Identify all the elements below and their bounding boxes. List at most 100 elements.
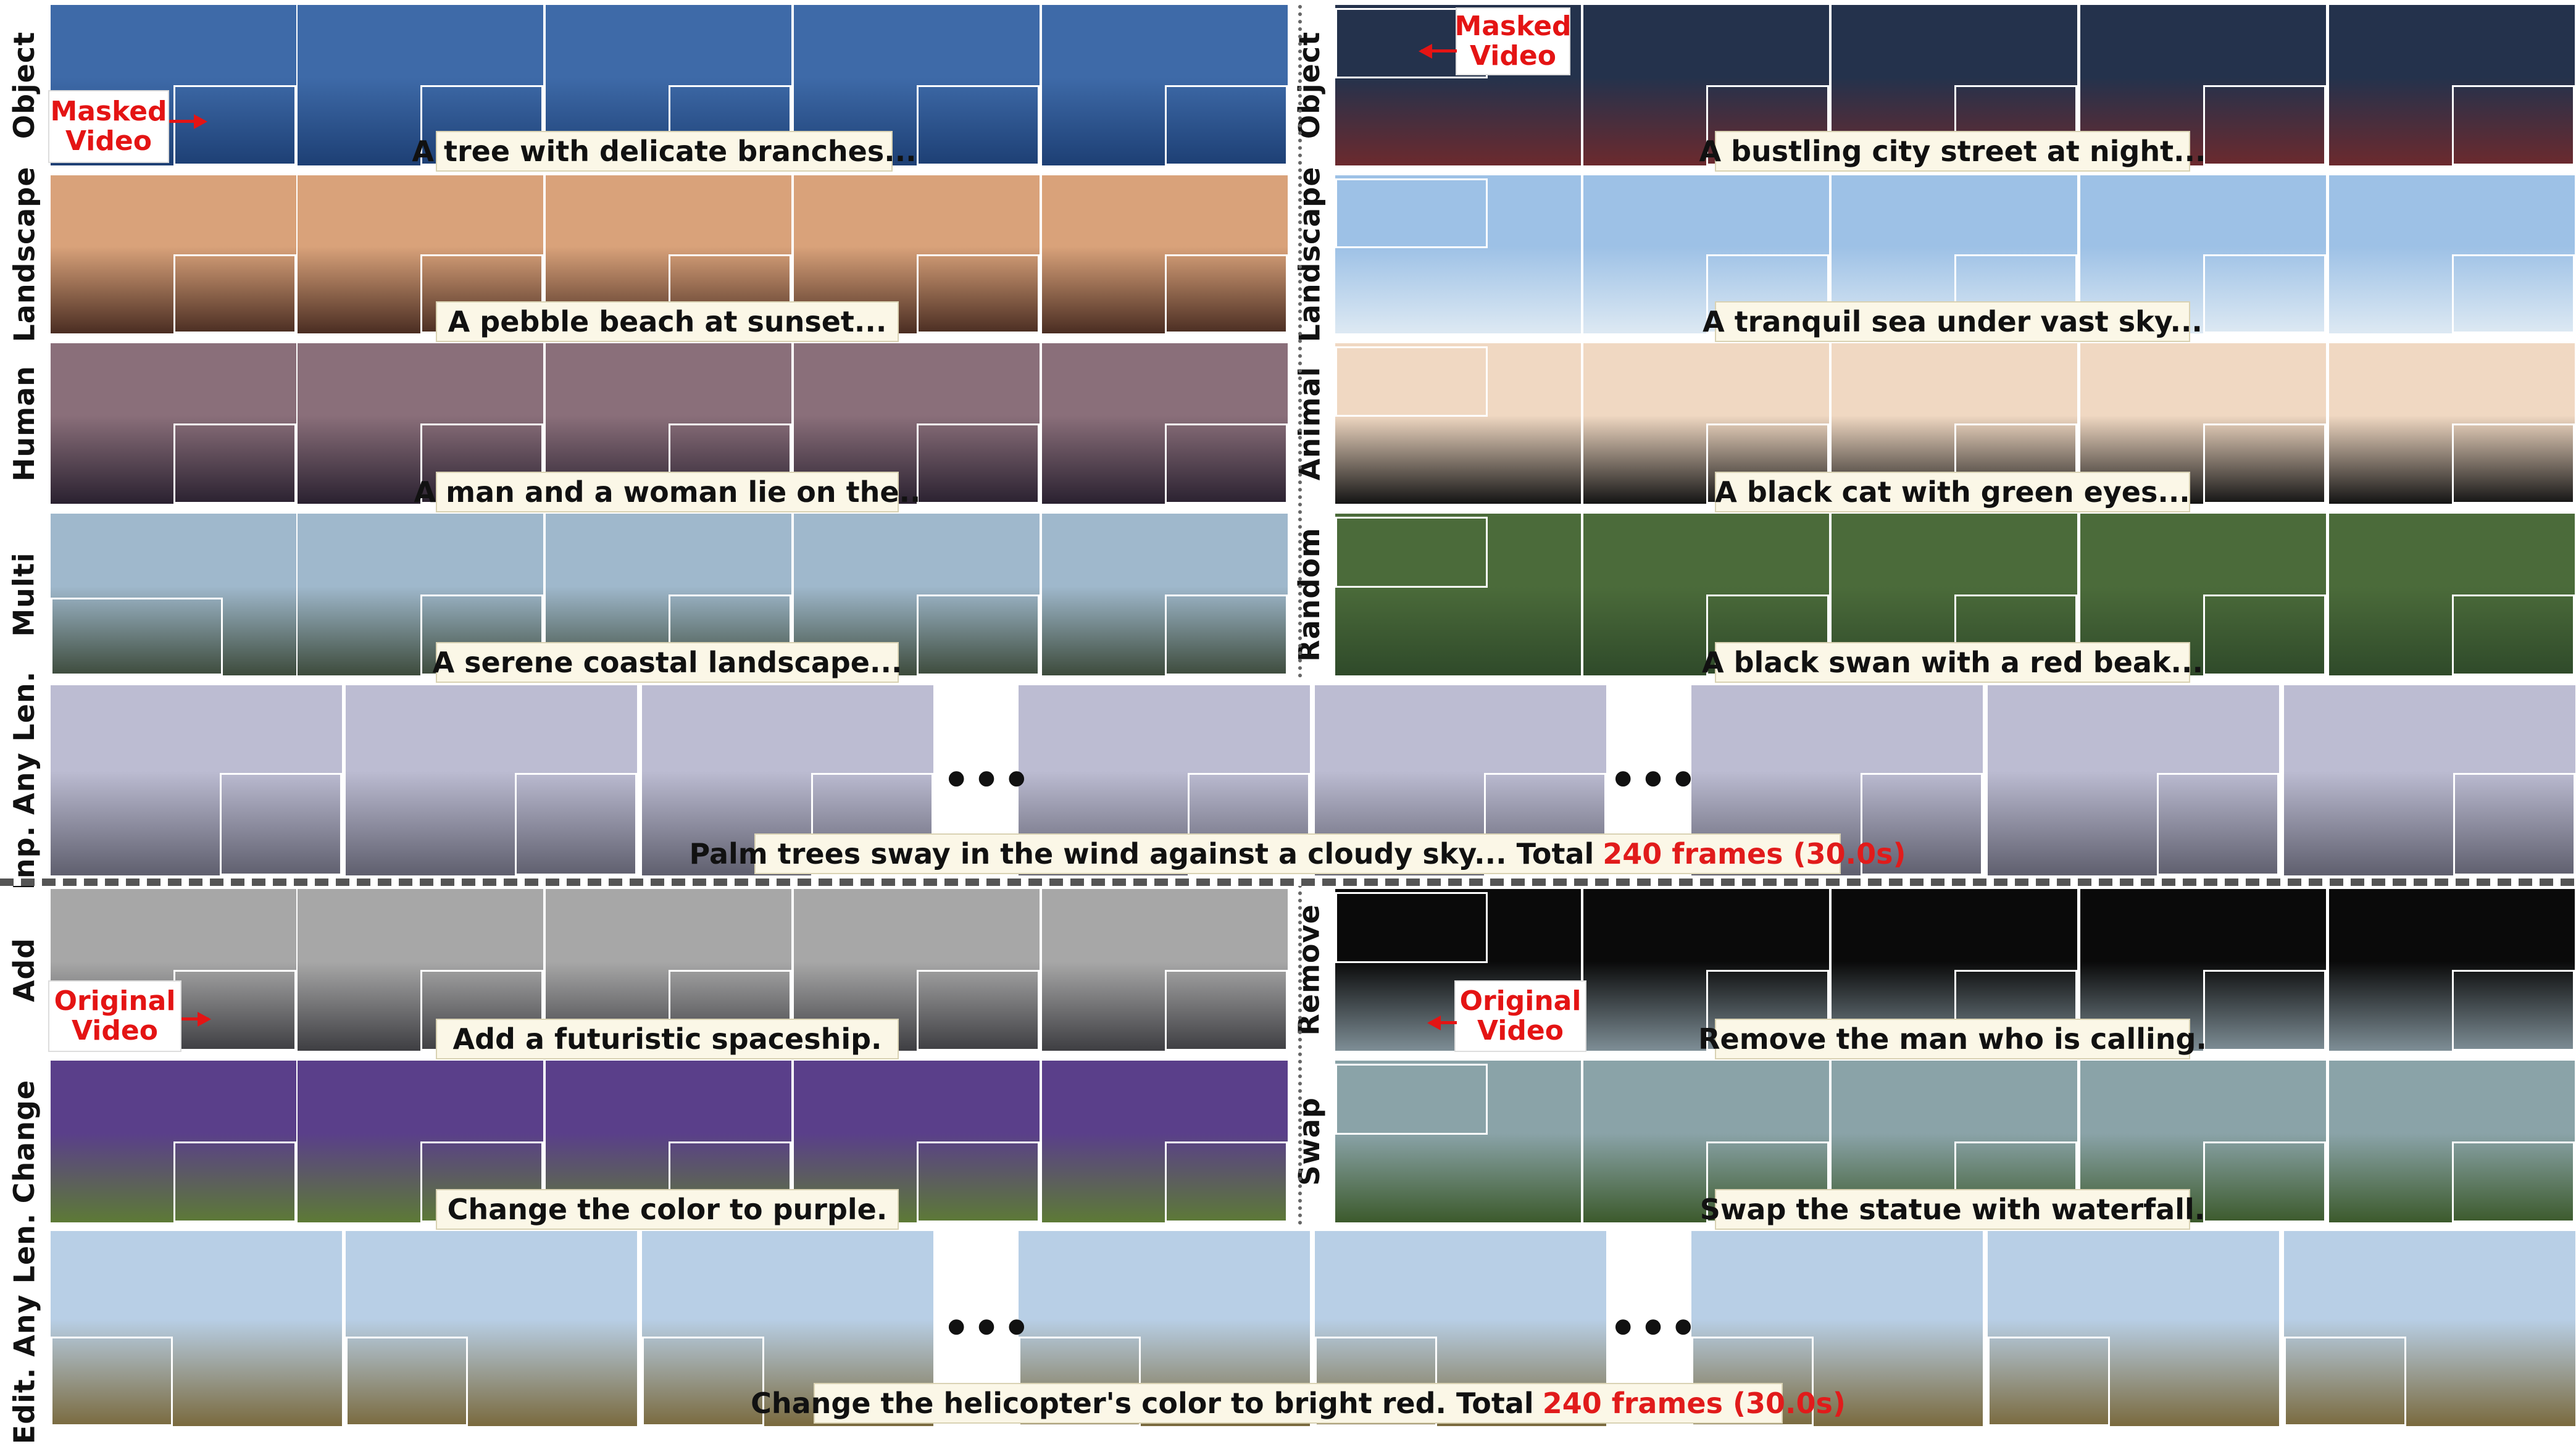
video-frame-object_r-5 xyxy=(2329,5,2575,165)
caption-inp_any: Palm trees sway in the wind against a cl… xyxy=(690,833,1906,874)
masked-inset-thumbnail xyxy=(51,1337,173,1426)
ellipsis-1-edit_any: ••• xyxy=(942,1303,1033,1354)
video-frame-animal_r-1 xyxy=(1335,343,1581,504)
masked-inset-thumbnail xyxy=(1335,1064,1488,1135)
video-frame-edit_any-2 xyxy=(346,1231,637,1426)
video-frame-random_r-1 xyxy=(1335,514,1581,675)
video-frame-swap_r-5 xyxy=(2329,1061,2575,1222)
row-label-inp_any: Inp. Any Len. xyxy=(7,670,41,890)
caption-frame-count: 240 frames (30.0s) xyxy=(1603,837,1906,870)
masked-inset-thumbnail xyxy=(917,595,1040,675)
video-frame-animal_r-5 xyxy=(2329,343,2575,504)
caption-text: Change the helicopter's color to bright … xyxy=(751,1387,1534,1420)
caption-edit_any: Change the helicopter's color to bright … xyxy=(751,1383,1846,1424)
masked-inset-thumbnail xyxy=(2452,1141,2575,1222)
video-frame-human_l-1 xyxy=(51,343,296,504)
row-label-human_l: Human xyxy=(7,365,41,482)
vertical-separator-top xyxy=(1298,5,1302,678)
caption-text: A serene coastal landscape... xyxy=(432,646,902,679)
masked-inset-thumbnail xyxy=(2157,773,2279,875)
masked-inset-thumbnail xyxy=(2452,85,2575,165)
caption-text: Change the color to purple. xyxy=(447,1193,888,1226)
original-arrow-right xyxy=(1427,1016,1457,1030)
caption-add_l: Add a futuristic spaceship. xyxy=(436,1019,899,1059)
caption-frame-count: 240 frames (30.0s) xyxy=(1542,1387,1846,1420)
masked-inset-thumbnail xyxy=(1165,1141,1288,1222)
caption-text: A tree with delicate branches... xyxy=(412,135,917,168)
vertical-separator-bottom xyxy=(1298,884,1302,1225)
ellipsis-1-inp_any: ••• xyxy=(942,755,1033,806)
video-frame-remove_r-5 xyxy=(2329,889,2575,1051)
masked-inset-thumbnail xyxy=(2203,85,2326,165)
caption-text: A black cat with green eyes... xyxy=(1715,475,2190,509)
masked-inset-thumbnail xyxy=(2203,424,2326,504)
masked-inset-thumbnail xyxy=(917,85,1040,165)
caption-text: Palm trees sway in the wind against a cl… xyxy=(689,837,1594,870)
masked-inset-thumbnail xyxy=(1335,892,1488,963)
caption-text: A man and a woman lie on the.. xyxy=(414,475,921,509)
video-frame-multi_l-5 xyxy=(1042,514,1288,675)
caption-object_l: A tree with delicate branches... xyxy=(412,131,917,172)
caption-animal_r: A black cat with green eyes... xyxy=(1715,472,2190,512)
masked-inset-thumbnail xyxy=(1691,1337,1814,1426)
ellipsis-2-inp_any: ••• xyxy=(1609,755,1700,806)
horizontal-separator xyxy=(0,879,2576,886)
masked-inset-thumbnail xyxy=(917,1141,1040,1222)
caption-remove_r: Remove the man who is calling. xyxy=(1698,1019,2207,1059)
masked-inset-thumbnail xyxy=(2203,1141,2326,1222)
masked-inset-thumbnail xyxy=(51,598,223,675)
video-frame-human_l-5 xyxy=(1042,343,1288,504)
masked-inset-thumbnail xyxy=(173,970,296,1051)
masked-arrow-right xyxy=(1419,44,1457,59)
video-frame-landscape_r-1 xyxy=(1335,175,1581,333)
caption-swap_r: Swap the statue with waterfall. xyxy=(1700,1189,2205,1230)
caption-random_r: A black swan with a red beak... xyxy=(1702,642,2203,683)
row-label-object_r: Object xyxy=(1293,31,1327,140)
masked-inset-thumbnail xyxy=(642,1337,764,1426)
video-frame-change_l-1 xyxy=(51,1061,296,1222)
video-frame-landscape_r-5 xyxy=(2329,175,2575,333)
masked-inset-thumbnail xyxy=(1165,85,1288,165)
row-label-add_l: Add xyxy=(7,937,41,1003)
caption-text: A bustling city street at night... xyxy=(1699,135,2206,168)
caption-text: Remove the man who is calling. xyxy=(1698,1022,2207,1056)
masked-inset-thumbnail xyxy=(1484,773,1606,875)
masked-inset-thumbnail xyxy=(2452,595,2575,675)
masked-inset-thumbnail xyxy=(1988,1337,2110,1426)
masked-inset-thumbnail xyxy=(917,424,1040,504)
video-frame-random_r-5 xyxy=(2329,514,2575,675)
masked-inset-thumbnail xyxy=(811,773,933,875)
ellipsis-2-edit_any: ••• xyxy=(1609,1303,1700,1354)
masked-video-callout-left: Masked Video xyxy=(48,90,169,163)
video-frame-add_l-5 xyxy=(1042,889,1288,1051)
masked-inset-thumbnail xyxy=(2284,1337,2406,1426)
caption-landscape_r: A tranquil sea under vast sky... xyxy=(1703,301,2203,342)
original-video-callout-left: Original Video xyxy=(48,980,181,1052)
masked-inset-thumbnail xyxy=(2452,424,2575,504)
masked-inset-thumbnail xyxy=(2453,773,2575,875)
masked-inset-thumbnail xyxy=(917,970,1040,1051)
row-label-multi_l: Multi xyxy=(7,552,41,637)
video-frame-multi_l-1 xyxy=(51,514,296,675)
masked-inset-thumbnail xyxy=(2452,254,2575,333)
masked-inset-thumbnail xyxy=(917,254,1040,333)
masked-inset-thumbnail xyxy=(1019,1337,1141,1426)
row-label-landscape_l: Landscape xyxy=(7,166,41,343)
masked-inset-thumbnail xyxy=(1165,970,1288,1051)
masked-inset-thumbnail xyxy=(1165,424,1288,504)
caption-text: Swap the statue with waterfall. xyxy=(1699,1193,2206,1226)
row-label-remove_r: Remove xyxy=(1293,904,1326,1036)
masked-inset-thumbnail xyxy=(1335,178,1488,248)
masked-inset-thumbnail xyxy=(2203,254,2326,333)
original-video-callout-right: Original Video xyxy=(1454,980,1586,1052)
masked-inset-thumbnail xyxy=(1335,346,1488,417)
video-frame-edit_any-7 xyxy=(1988,1231,2279,1426)
masked-inset-thumbnail xyxy=(1165,254,1288,333)
masked-inset-thumbnail xyxy=(173,85,296,165)
masked-inset-thumbnail xyxy=(220,773,342,875)
row-label-change_l: Change xyxy=(7,1079,41,1204)
masked-inset-thumbnail xyxy=(1188,773,1310,875)
video-frame-change_l-5 xyxy=(1042,1061,1288,1222)
masked-inset-thumbnail xyxy=(2203,970,2326,1051)
caption-multi_l: A serene coastal landscape... xyxy=(432,642,902,683)
